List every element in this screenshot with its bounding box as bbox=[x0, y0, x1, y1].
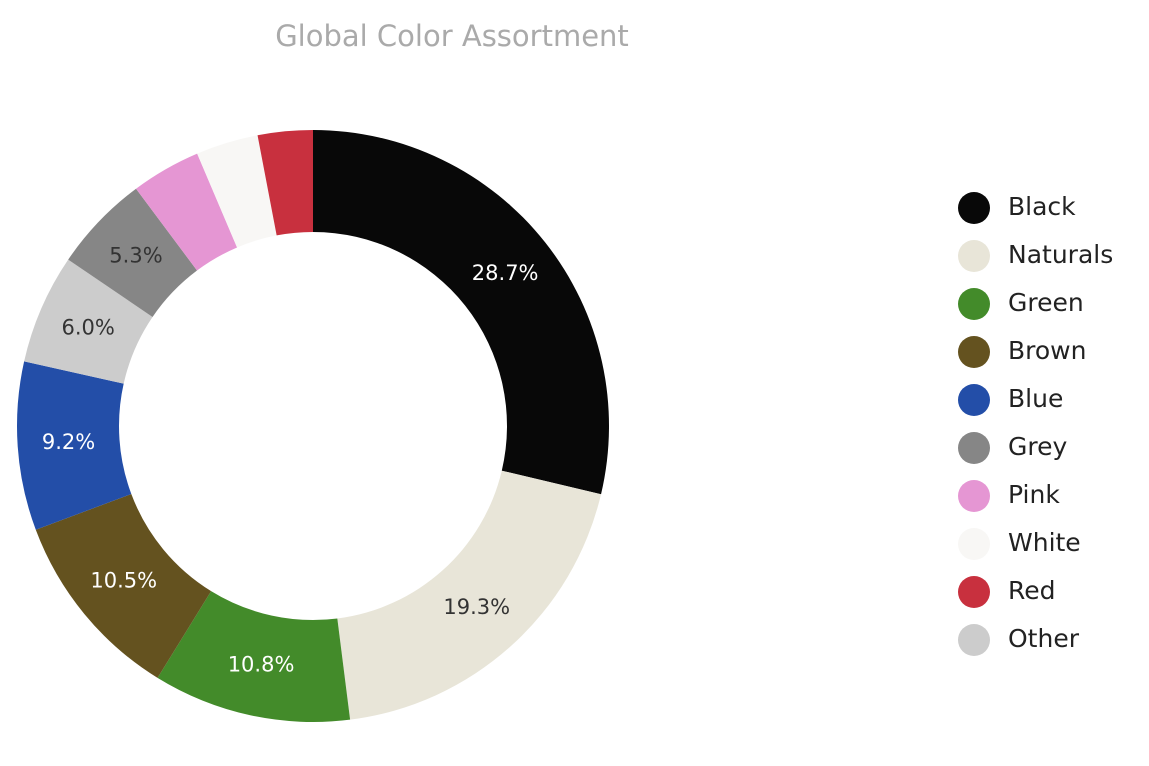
legend-swatch bbox=[958, 528, 990, 560]
legend-label: Brown bbox=[1008, 336, 1086, 365]
value-label: 19.3% bbox=[443, 595, 510, 619]
legend-swatch bbox=[958, 432, 990, 464]
legend-swatch bbox=[958, 384, 990, 416]
value-label: 10.8% bbox=[228, 652, 295, 676]
legend-label: Naturals bbox=[1008, 240, 1113, 269]
legend-swatch bbox=[958, 240, 990, 272]
legend-label: Black bbox=[1008, 192, 1076, 221]
slice bbox=[16, 361, 132, 530]
legend-label: Pink bbox=[1008, 480, 1060, 509]
legend-label: White bbox=[1008, 528, 1081, 557]
legend-label: Other bbox=[1008, 624, 1080, 653]
slice bbox=[35, 494, 212, 678]
slice bbox=[157, 591, 351, 722]
legend-label: Grey bbox=[1008, 432, 1067, 461]
slice bbox=[337, 470, 602, 720]
value-label: 10.5% bbox=[90, 569, 157, 593]
legend-label: Blue bbox=[1008, 384, 1063, 413]
legend-swatch bbox=[958, 192, 990, 224]
value-label: 5.3% bbox=[109, 244, 162, 268]
legend-swatch bbox=[958, 624, 990, 656]
legend-swatch bbox=[958, 576, 990, 608]
legend-label: Green bbox=[1008, 288, 1084, 317]
slice bbox=[24, 259, 153, 384]
legend-swatch bbox=[958, 288, 990, 320]
slice bbox=[313, 130, 609, 495]
slice bbox=[68, 188, 198, 317]
slice bbox=[136, 153, 238, 271]
legend-swatch bbox=[958, 336, 990, 368]
slice bbox=[197, 135, 277, 248]
chart-title: Global Color Assortment bbox=[275, 19, 629, 53]
value-label: 9.2% bbox=[42, 430, 95, 454]
legend-swatch bbox=[958, 480, 990, 512]
value-label: 6.0% bbox=[61, 316, 114, 340]
slice bbox=[257, 130, 313, 236]
value-label: 28.7% bbox=[472, 261, 539, 285]
legend-label: Red bbox=[1008, 576, 1056, 605]
